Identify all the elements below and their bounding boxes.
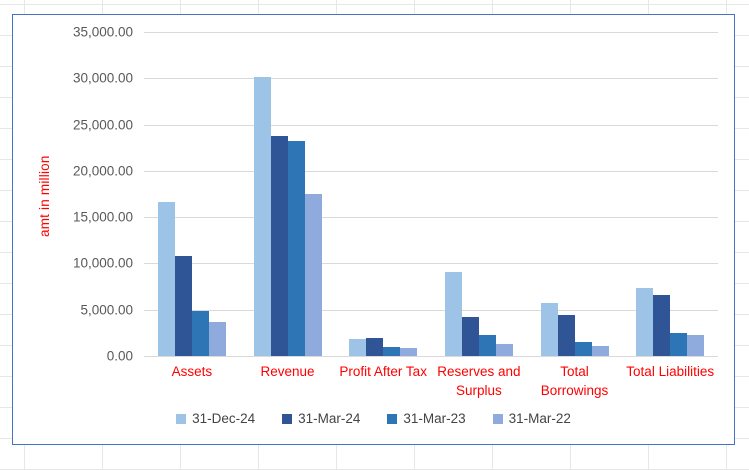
- y-tick-label: 10,000.00: [72, 255, 133, 271]
- category-label-profit-after-tax: Profit After Tax: [339, 364, 427, 379]
- legend-label: 31-Mar-23: [403, 411, 466, 426]
- legend-label: 31-Mar-24: [298, 411, 361, 426]
- category-label-revenue: Revenue: [260, 364, 315, 379]
- category-label-reserves-and-surplus: Reserves and Surplus: [437, 364, 521, 398]
- bar-profit-after-tax-31-mar-23[interactable]: [383, 346, 401, 356]
- bar-total-borrowings-31-mar-22[interactable]: [591, 345, 609, 356]
- bar-group-revenue: [240, 32, 336, 356]
- bar-group-total-borrowings: [527, 32, 623, 356]
- legend-item-31-mar-22[interactable]: 31-Mar-22: [492, 411, 571, 426]
- gridline: [144, 263, 718, 265]
- y-tick-label: 5,000.00: [80, 302, 133, 318]
- bar-group-profit-after-tax: [335, 32, 431, 356]
- gridline: [144, 32, 718, 33]
- legend-label: 31-Mar-22: [508, 411, 571, 426]
- legend: 31-Dec-24 31-Mar-24 31-Mar-23 31-Mar-22: [13, 411, 734, 426]
- bar-assets-31-mar-23[interactable]: [191, 310, 209, 356]
- bar-total-liabilities-31-mar-22[interactable]: [687, 334, 705, 356]
- bar-profit-after-tax-31-dec-24[interactable]: [349, 339, 367, 356]
- bar-total-borrowings-31-dec-24[interactable]: [540, 303, 558, 356]
- bar-revenue-31-dec-24[interactable]: [253, 76, 271, 356]
- y-tick-label: 20,000.00: [72, 163, 133, 179]
- gridline: [144, 356, 718, 357]
- bar-assets-31-mar-24[interactable]: [174, 255, 192, 356]
- y-tick-label: 35,000.00: [72, 24, 133, 40]
- y-tick-label: 30,000.00: [72, 70, 133, 86]
- bar-reserves-and-surplus-31-mar-23[interactable]: [478, 334, 496, 356]
- gridline: [144, 170, 718, 172]
- bar-revenue-31-mar-23[interactable]: [287, 140, 305, 356]
- plot-area: [144, 32, 718, 357]
- category-label-total-liabilities: Total Liabilities: [626, 364, 715, 379]
- category-label-total-borrowings: Total Borrowings: [540, 364, 609, 398]
- bar-revenue-31-mar-24[interactable]: [270, 135, 288, 356]
- bar-group-total-liabilities: [622, 32, 718, 356]
- bar-profit-after-tax-31-mar-24[interactable]: [366, 337, 384, 356]
- y-tick-label: 15,000.00: [72, 209, 133, 225]
- gridline: [144, 78, 718, 80]
- legend-swatch-icon: [492, 413, 503, 424]
- bar-reserves-and-surplus-31-mar-24[interactable]: [461, 317, 479, 356]
- bar-groups: [144, 32, 718, 356]
- gridline: [144, 124, 718, 126]
- legend-item-31-mar-24[interactable]: 31-Mar-24: [282, 411, 360, 426]
- bar-total-liabilities-31-dec-24[interactable]: [636, 287, 654, 356]
- y-axis-tick-labels: 35,000.00 30,000.00 25,000.00 20,000.00 15,0…: [13, 25, 133, 364]
- bar-group-reserves-and-surplus: [431, 32, 527, 356]
- y-tick-label: 25,000.00: [72, 117, 133, 133]
- legend-swatch-icon: [176, 413, 187, 424]
- bar-profit-after-tax-31-mar-22[interactable]: [400, 348, 418, 356]
- gridline: [144, 309, 718, 311]
- legend-swatch-icon: [387, 413, 398, 424]
- y-tick-label: 0.00: [106, 348, 133, 364]
- bar-total-liabilities-31-mar-23[interactable]: [670, 333, 688, 356]
- bar-assets-31-dec-24[interactable]: [157, 202, 175, 356]
- legend-label: 31-Dec-24: [192, 411, 256, 426]
- bar-total-borrowings-31-mar-24[interactable]: [557, 314, 575, 356]
- bar-total-liabilities-31-mar-24[interactable]: [653, 295, 671, 356]
- bar-group-assets: [144, 32, 240, 356]
- legend-item-31-mar-23[interactable]: 31-Mar-23: [387, 411, 466, 426]
- bar-total-borrowings-31-mar-23[interactable]: [574, 342, 592, 356]
- bar-assets-31-mar-22[interactable]: [208, 322, 226, 356]
- bar-reserves-and-surplus-31-dec-24[interactable]: [444, 272, 462, 356]
- bar-reserves-and-surplus-31-mar-22[interactable]: [495, 343, 513, 356]
- legend-item-31-dec-24[interactable]: 31-Dec-24: [176, 411, 255, 426]
- bar-revenue-31-mar-22[interactable]: [304, 193, 322, 356]
- gridline: [144, 217, 718, 219]
- category-label-assets: Assets: [171, 364, 213, 379]
- chart-area[interactable]: amt in million 35,000.00 30,000.00 25,000.…: [12, 14, 735, 445]
- x-axis-category-labels: Assets Revenue Profit After Tax Reserves an…: [144, 363, 718, 401]
- legend-swatch-icon: [282, 413, 293, 424]
